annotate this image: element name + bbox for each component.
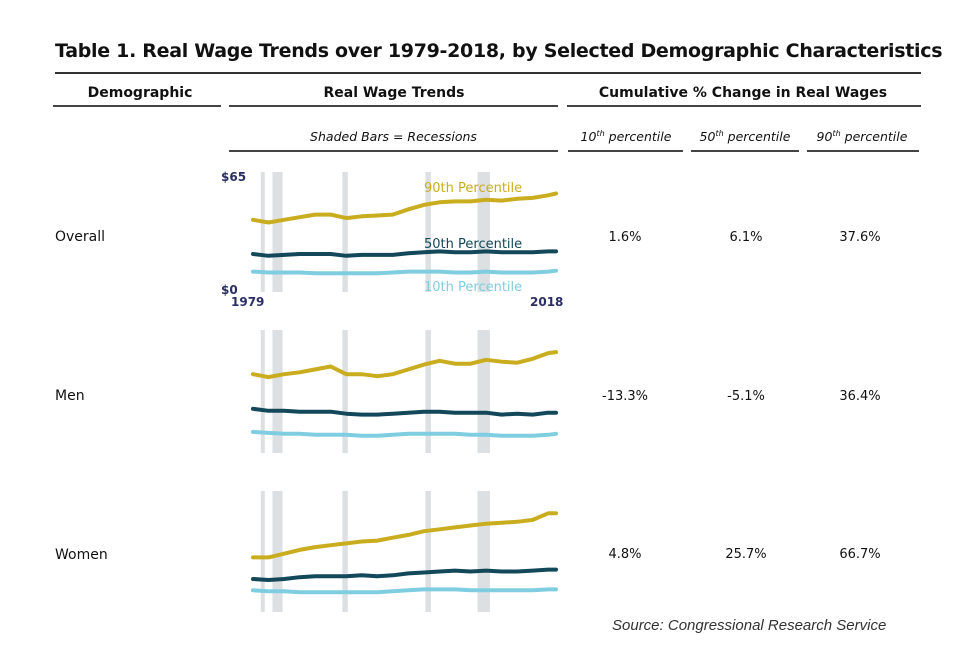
recession-bar-men-2: [342, 330, 348, 453]
subheader-p10-sup: th: [596, 129, 605, 138]
series-line-men-p50: [251, 406, 558, 417]
title-rule: [55, 72, 921, 74]
recession-bar-women-3: [425, 491, 431, 612]
value-women-p10: 4.8%: [608, 547, 642, 562]
subheader-p90-rest: percentile: [840, 129, 908, 145]
value-men-p10: -13.3%: [602, 389, 648, 404]
header-cumulative-change: Cumulative % Change in Real Wages: [598, 85, 888, 101]
header-rule-trends: [229, 105, 558, 107]
subheader-rule-p50: [691, 150, 799, 152]
series-label-p50: 50th Percentile: [424, 237, 522, 252]
value-men-p90: 36.4%: [839, 389, 881, 404]
series-line-overall-p50: [251, 249, 558, 258]
series-label-p10: 10th Percentile: [424, 280, 522, 295]
subheader-p90: 90th percentile: [806, 129, 918, 144]
subheader-p10-rest: percentile: [604, 129, 672, 145]
recession-bar-men-1: [272, 330, 283, 453]
y-tick-label-max: $65: [221, 170, 246, 184]
row-label-overall: Overall: [55, 229, 106, 245]
row-label-men: Men: [55, 388, 85, 404]
subheader-rule-trends: [229, 150, 558, 152]
recession-bar-overall-3: [425, 172, 431, 292]
subheader-p90-sup: th: [832, 129, 841, 138]
series-line-women-p10: [251, 587, 558, 595]
subheader-p50-sup: th: [715, 129, 724, 138]
subheader-p50: 50th percentile: [690, 129, 800, 144]
recession-bar-women-2: [342, 491, 348, 612]
source-note: Source: Congressional Research Service: [612, 617, 887, 634]
recession-bar-overall-0: [260, 172, 265, 292]
recession-bar-men-0: [260, 330, 265, 453]
subheader-rule-p90: [807, 150, 919, 152]
recession-bar-overall-2: [342, 172, 348, 292]
subheader-p50-rest: percentile: [723, 129, 791, 145]
subheader-p10: 10th percentile: [568, 129, 684, 144]
recession-bar-men-3: [425, 330, 431, 453]
subheader-p10-num: 10: [580, 129, 597, 145]
series-line-men-p10: [251, 429, 558, 438]
x-tick-label-start: 1979: [231, 295, 264, 309]
header-rule-demographic: [53, 105, 221, 107]
subheader-p90-num: 90: [816, 129, 833, 145]
value-overall-p90: 37.6%: [839, 230, 881, 245]
x-tick-label-end: 2018: [530, 295, 563, 309]
recession-bar-overall-1: [272, 172, 283, 292]
recession-bar-women-0: [260, 491, 265, 612]
header-real-wage-trends: Real Wage Trends: [323, 85, 465, 101]
recession-bar-women-4: [477, 491, 490, 612]
value-overall-p50: 6.1%: [729, 230, 763, 245]
recession-bar-women-1: [272, 491, 283, 612]
series-line-overall-p10: [251, 268, 558, 276]
subheader-rule-p10: [568, 150, 683, 152]
table-title: Table 1. Real Wage Trends over 1979-2018…: [55, 40, 943, 62]
series-line-women-p90: [251, 511, 558, 560]
header-demographic: Demographic: [87, 85, 193, 101]
subheader-p50-num: 50: [699, 129, 716, 145]
subheader-recessions-note: Shaded Bars = Recessions: [310, 129, 477, 144]
value-women-p90: 66.7%: [839, 547, 881, 562]
series-label-p90: 90th Percentile: [424, 181, 522, 196]
value-women-p50: 25.7%: [725, 547, 767, 562]
series-line-women-p50: [251, 567, 558, 582]
value-men-p50: -5.1%: [727, 389, 765, 404]
row-label-women: Women: [55, 547, 108, 563]
header-rule-cumulative: [567, 105, 921, 107]
series-line-overall-p90: [251, 191, 558, 225]
value-overall-p10: 1.6%: [608, 230, 642, 245]
y-tick-label-min: $0: [221, 283, 238, 297]
series-line-men-p90: [251, 350, 558, 380]
